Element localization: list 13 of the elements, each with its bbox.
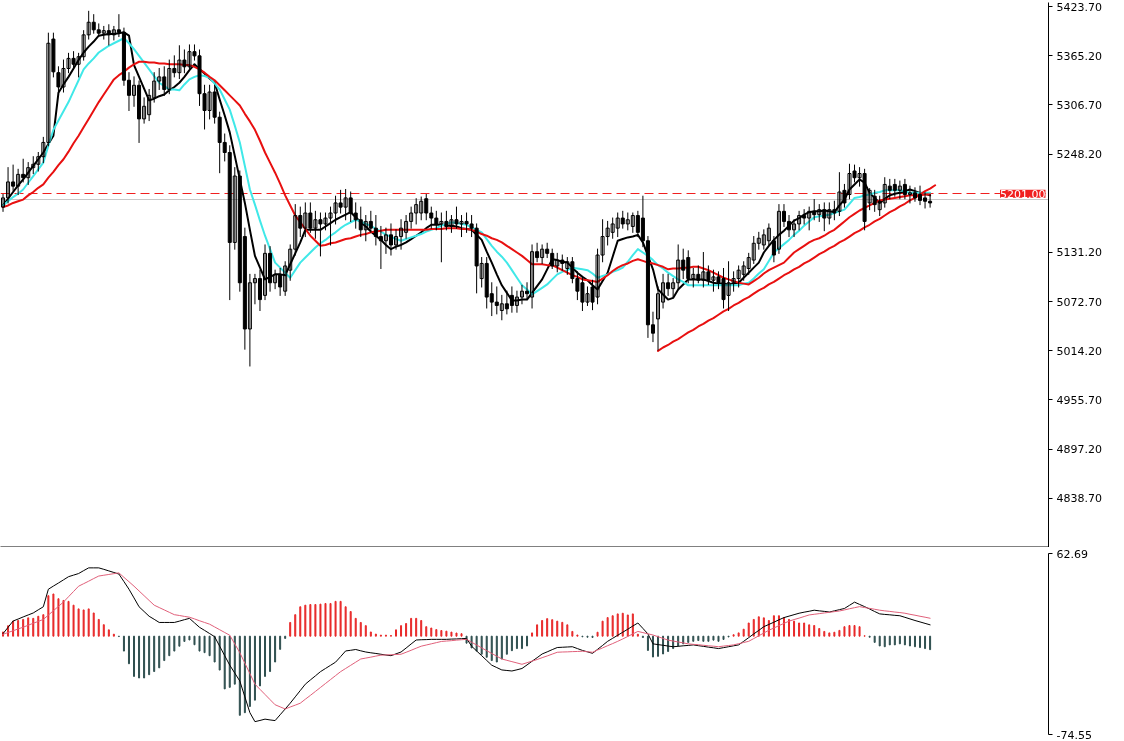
y-tick-label: 5365.20 — [1056, 49, 1102, 63]
y-tick-label: 4897.20 — [1056, 443, 1102, 457]
y-tick-label: -74.55 — [1056, 728, 1092, 741]
y-tick-label: 4955.70 — [1056, 393, 1102, 407]
y-tick-label: 5014.20 — [1056, 344, 1102, 358]
y-tick-label: 5072.70 — [1056, 295, 1102, 309]
y-tick-label: 4838.70 — [1056, 492, 1102, 506]
y-tick-label: 62.69 — [1056, 547, 1088, 561]
ref-line-label: 5201.00 — [1000, 187, 1046, 201]
y-tick-label: 5306.70 — [1056, 98, 1102, 112]
y-tick-label: 5248.20 — [1056, 148, 1102, 162]
y-tick-label: 5131.20 — [1056, 246, 1102, 260]
y-tick-label: 5423.70 — [1056, 0, 1102, 14]
